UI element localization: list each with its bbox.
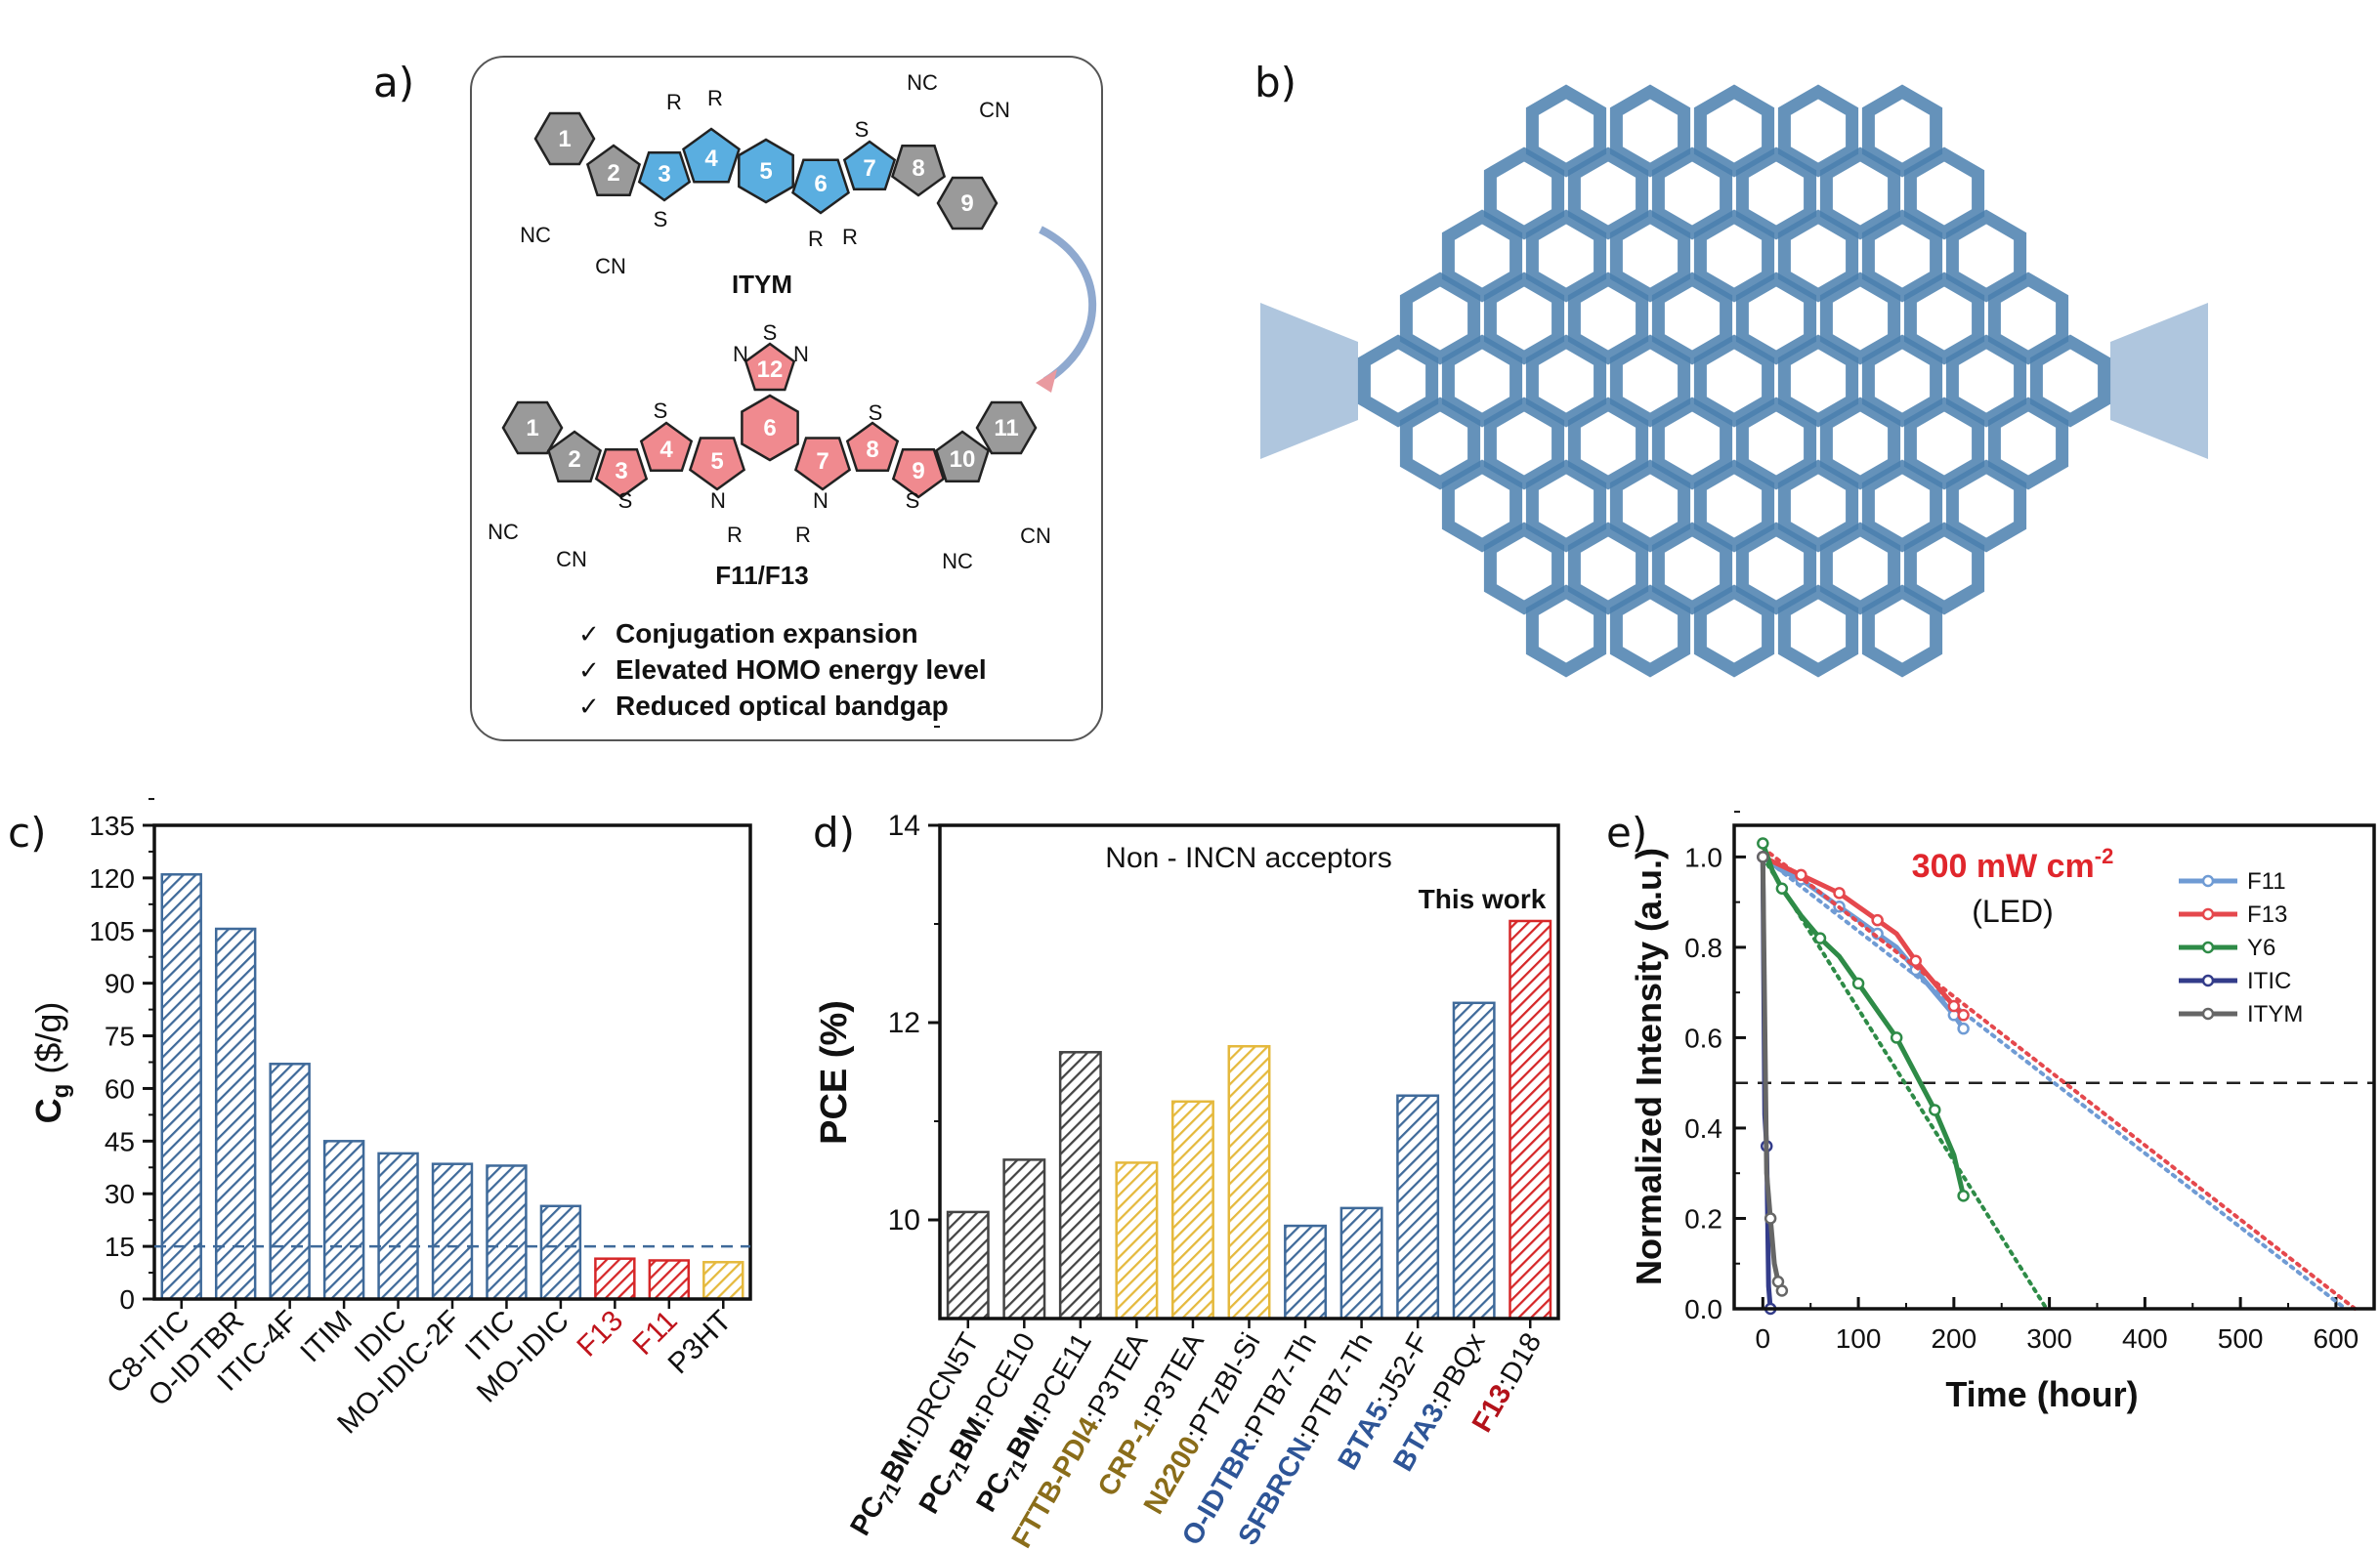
- y-axis-label: Cg ($/g): [28, 1002, 74, 1124]
- data-point-F13: [1833, 887, 1846, 900]
- x-tick-label: 0: [1756, 1323, 1771, 1354]
- y-axis-label: Normalized Intensity (a.u.): [1629, 848, 1669, 1285]
- data-point-F13: [1947, 999, 1961, 1013]
- bar: [1058, 1051, 1102, 1320]
- data-point-ITYM: [1757, 851, 1769, 863]
- y-tick-label: 120: [89, 863, 135, 894]
- y-tick-label: 0.6: [1684, 1023, 1722, 1053]
- x-tick-label: 200: [1931, 1323, 1976, 1354]
- x-tick-label: 100: [1836, 1323, 1882, 1354]
- legend-label-Y6: Y6: [2247, 935, 2275, 961]
- y-tick-label: 0.2: [1684, 1203, 1722, 1234]
- bar: [322, 1140, 365, 1301]
- y-tick-label: 90: [105, 969, 135, 999]
- legend-label-F11: F11: [2247, 868, 2286, 895]
- data-point-F13: [1871, 913, 1884, 927]
- y-tick-label: 105: [89, 916, 135, 946]
- y-tick-label: 60: [105, 1073, 135, 1104]
- y-tick-label: 12: [888, 1007, 920, 1039]
- bar: [214, 927, 257, 1301]
- panel-label-d: d): [813, 809, 856, 857]
- plot-frame: [1732, 823, 2376, 1311]
- y-tick-label: 75: [105, 1022, 135, 1052]
- y-tick-label: 14: [888, 810, 920, 842]
- y-axis-label: PCE (%): [814, 1000, 855, 1145]
- y-tick-label: 135: [89, 811, 135, 841]
- bar: [1170, 1100, 1214, 1320]
- y-tick-label: 15: [105, 1232, 135, 1262]
- bar: [269, 1063, 311, 1301]
- y-tick-label: 10: [888, 1204, 920, 1237]
- bar: [1002, 1158, 1046, 1320]
- x-tick-label: 400: [2122, 1323, 2168, 1354]
- data-point-ITYM: [1775, 1284, 1789, 1297]
- data-point-Y6: [1890, 1031, 1903, 1044]
- bar: [946, 1210, 990, 1320]
- panel-label-e: e): [1606, 809, 1648, 857]
- fit-line-F11: [1761, 855, 2348, 1311]
- bar: [431, 1162, 474, 1301]
- x-axis-label: Time (hour): [1945, 1374, 2138, 1414]
- data-point-F13: [1795, 868, 1807, 882]
- legend-label-F13: F13: [2247, 901, 2287, 928]
- legend-label-ITIC: ITIC: [2247, 968, 2291, 994]
- legend-marker-F13: [2201, 907, 2215, 921]
- legend-marker-ITYM: [2201, 1007, 2215, 1021]
- legend-marker-Y6: [2201, 941, 2215, 954]
- y-tick-label: 0: [119, 1284, 135, 1315]
- data-point-Y6: [1851, 977, 1865, 990]
- data-point-Y6: [1957, 1190, 1970, 1202]
- annotation-this-work: This work: [1419, 884, 1547, 914]
- data-point-Y6: [1757, 837, 1769, 850]
- series-line-Y6: [1760, 842, 1967, 1196]
- bar: [486, 1164, 528, 1301]
- y-tick-label: 45: [105, 1126, 135, 1156]
- data-point-ITYM: [1764, 1212, 1777, 1225]
- y-tick-label: 0.8: [1684, 933, 1722, 963]
- legend-label-ITYM: ITYM: [2247, 1001, 2303, 1027]
- fit-line-Y6: [1761, 855, 2049, 1311]
- bar: [594, 1257, 636, 1301]
- x-tick-label: 300: [2026, 1323, 2072, 1354]
- bar: [1396, 1094, 1440, 1320]
- data-point-Y6: [1929, 1104, 1941, 1116]
- legend-marker-F11: [2201, 874, 2215, 888]
- y-tick-label: 1.0: [1684, 842, 1722, 872]
- plot-frame: [938, 823, 1560, 1320]
- bar: [1452, 1001, 1496, 1320]
- bar: [1509, 919, 1552, 1320]
- data-point-F11: [1957, 1022, 1970, 1035]
- fit-line-F13: [1761, 846, 2358, 1311]
- annotation-intensity: 300 mW cm-2: [1912, 844, 2114, 885]
- y-tick-label: 0.4: [1684, 1113, 1722, 1144]
- x-tick-label: 500: [2218, 1323, 2264, 1354]
- chart-title: Non - INCN acceptors: [1105, 842, 1391, 874]
- panel-label-b: b): [1254, 59, 1297, 106]
- y-tick-label: 30: [105, 1179, 135, 1209]
- panel-label-a: a): [373, 59, 415, 106]
- bar: [702, 1261, 744, 1301]
- data-point-Y6: [1775, 882, 1789, 896]
- data-point-F13: [1909, 954, 1922, 968]
- y-tick-label: 0.0: [1684, 1294, 1722, 1324]
- plot-frame: [152, 823, 752, 1301]
- annotation-led: (LED): [1972, 894, 2054, 929]
- panel-label-c: c): [8, 809, 47, 857]
- data-point-Y6: [1813, 932, 1827, 944]
- legend-marker-ITIC: [2201, 974, 2215, 987]
- x-tick-label: 600: [2314, 1323, 2359, 1354]
- data-point-F13: [1957, 1009, 1970, 1022]
